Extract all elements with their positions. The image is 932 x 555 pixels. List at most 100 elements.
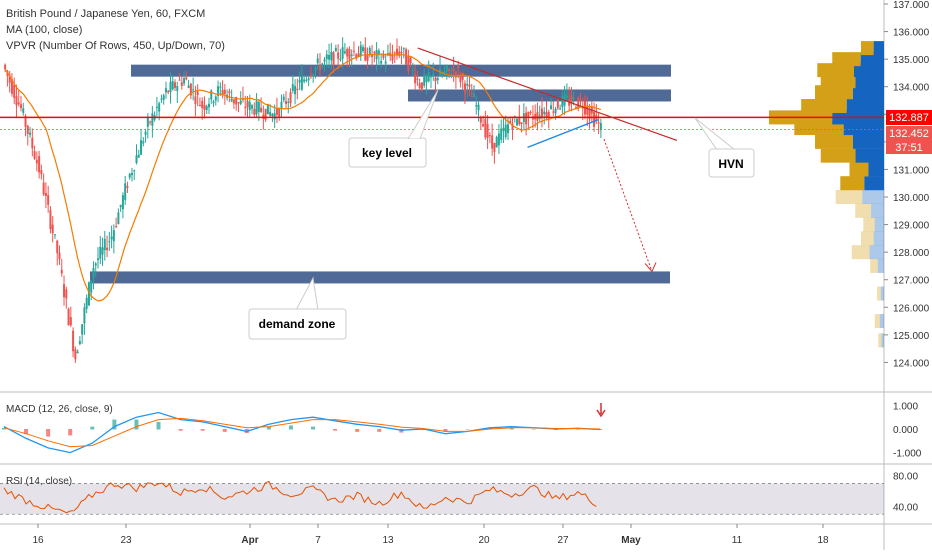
- candle-body: [427, 71, 430, 82]
- candle-body: [183, 78, 186, 84]
- key-level-callout[interactable]: key level: [348, 89, 439, 168]
- candle-body: [194, 96, 197, 104]
- candle-body: [198, 105, 201, 107]
- candle-body: [445, 65, 448, 72]
- vpvr-down-bar: [815, 134, 853, 149]
- candle-body: [223, 89, 226, 95]
- candle-body: [312, 74, 315, 76]
- candle-body: [22, 108, 25, 113]
- candle-body: [470, 96, 473, 98]
- candle-body: [434, 77, 437, 82]
- candle-body: [506, 124, 509, 134]
- y-tick-label: 128.000: [893, 248, 930, 259]
- candle-body: [155, 106, 158, 108]
- candle-body: [180, 82, 183, 86]
- projection-path: [603, 138, 653, 272]
- candle-body: [484, 119, 487, 138]
- macd-histogram-bar: [68, 429, 73, 436]
- x-tick-label: 16: [32, 535, 44, 546]
- macd-pane[interactable]: [2, 403, 606, 454]
- candle-body: [171, 81, 174, 90]
- candle-body: [337, 52, 340, 59]
- rsi-pane[interactable]: [0, 480, 884, 515]
- vpvr-down-bar: [870, 258, 878, 273]
- y-tick-label: 134.000: [893, 83, 930, 94]
- macd-histogram-bar: [200, 429, 205, 431]
- vpvr-up-bar: [855, 74, 884, 89]
- demand-zone: [90, 271, 670, 284]
- candle-body: [189, 83, 192, 96]
- candle-body: [504, 124, 507, 137]
- candle-body: [597, 122, 600, 124]
- candle-body: [294, 86, 297, 95]
- candle-body: [466, 83, 469, 86]
- candle-body: [581, 107, 584, 109]
- candle-body: [314, 67, 317, 71]
- candle-body: [556, 100, 559, 109]
- x-tick-label: 20: [478, 535, 490, 546]
- candle-body: [280, 101, 283, 109]
- candle-body: [246, 100, 249, 108]
- candle-body: [461, 73, 464, 80]
- demand-zone-callout[interactable]: demand zone: [248, 276, 347, 340]
- candle-body: [552, 111, 555, 113]
- macd-histogram-bar: [178, 429, 183, 431]
- candle-body: [228, 91, 231, 94]
- candle-body: [396, 48, 399, 55]
- macd-arrow-marker: [596, 403, 606, 418]
- candle-body: [516, 118, 519, 126]
- candle-body: [176, 86, 179, 91]
- candle-body: [140, 140, 143, 155]
- hvn-callout[interactable]: HVN: [694, 117, 755, 178]
- vpvr-down-bar: [835, 190, 863, 204]
- vpvr-up-bar: [873, 231, 884, 246]
- vpvr-down-bar: [878, 333, 882, 348]
- candle-body: [400, 52, 403, 54]
- candle-body: [527, 111, 530, 118]
- candle-body: [352, 50, 355, 52]
- candle-body: [509, 120, 512, 124]
- candle-body: [271, 114, 274, 116]
- candle-body: [309, 74, 312, 77]
- candle-body: [115, 226, 118, 228]
- candle-body: [69, 317, 72, 326]
- vpvr-up-bar: [855, 148, 884, 163]
- candle-body: [316, 58, 319, 64]
- lower-trendline: [527, 119, 599, 149]
- candle-body: [468, 84, 471, 87]
- candle-body: [251, 105, 254, 109]
- vpvr-down-bar: [863, 217, 875, 232]
- candle-body: [85, 297, 88, 309]
- price-pane[interactable]: [0, 37, 884, 363]
- candle-body: [158, 103, 161, 112]
- candle-body: [83, 307, 86, 324]
- candle-body: [192, 89, 195, 91]
- candle-body: [285, 101, 288, 104]
- x-tick-label: May: [621, 535, 641, 546]
- candle-body: [31, 137, 34, 149]
- candle-body: [196, 91, 199, 95]
- candle-body: [563, 93, 566, 106]
- candle-body: [90, 280, 93, 293]
- macd-tick-label: -1.000: [893, 449, 922, 460]
- candle-body: [305, 79, 308, 81]
- candle-body: [126, 186, 129, 188]
- candle-body: [323, 59, 326, 62]
- candle-body: [207, 103, 210, 108]
- candle-body: [371, 54, 374, 58]
- candle-body: [221, 89, 224, 96]
- candle-body: [579, 99, 582, 101]
- candle-body: [493, 143, 496, 153]
- candle-body: [457, 65, 460, 69]
- candle-body: [255, 100, 258, 115]
- candle-body: [398, 51, 401, 56]
- vpvr-down-bar: [861, 231, 874, 246]
- x-tick-label: 7: [315, 535, 321, 546]
- vpvr-down-bar: [801, 99, 847, 114]
- candle-body: [178, 79, 181, 81]
- macd-histogram-bar: [134, 419, 139, 430]
- candle-body: [87, 282, 90, 306]
- rsi-tick-label: 80.00: [893, 472, 918, 483]
- upper-trendline: [417, 47, 678, 142]
- macd-histogram-bar: [355, 429, 360, 432]
